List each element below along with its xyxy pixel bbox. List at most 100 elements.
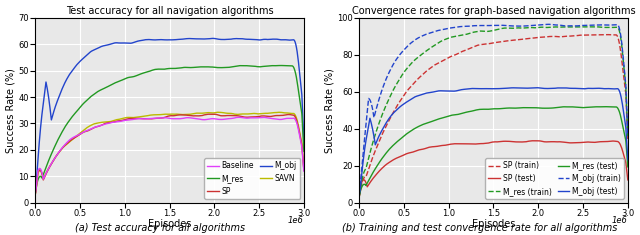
M_res [200,66,208,68]
M_res [227,66,234,69]
SP (train) [388,114,396,117]
Line: M_res (train): M_res (train) [359,27,628,195]
Text: 1e6: 1e6 [288,216,304,225]
M_res (test) [461,111,469,114]
Line: M_res (test): M_res (test) [359,107,628,197]
M_obj [300,140,308,143]
M_res (test) [443,115,451,118]
M_obj [31,191,39,194]
SP [200,114,208,116]
M_obj (train) [551,24,559,26]
M_obj (train) [545,23,553,26]
SP [31,193,39,196]
M_obj (train) [550,23,557,26]
SP (test) [388,160,396,162]
SP (train) [443,57,451,60]
SP (train) [461,49,469,52]
Title: Convergence rates for graph-based navigation algorithms: Convergence rates for graph-based naviga… [351,6,636,16]
SP (test) [550,140,557,143]
Text: 1e6: 1e6 [612,216,628,225]
X-axis label: Episodes: Episodes [472,219,515,229]
M_obj [200,38,208,40]
Line: M_obj (test): M_obj (test) [359,88,628,195]
M_obj [64,76,72,79]
Line: Baseline: Baseline [35,117,304,195]
M_res (train) [461,33,469,36]
SP (test) [461,142,469,145]
M_obj (train) [355,192,363,195]
M_obj (train) [461,25,469,28]
M_obj (train) [624,134,632,137]
Line: SAVN: SAVN [35,112,304,195]
SAVN [300,168,308,170]
M_obj (train) [524,24,532,27]
M_res (train) [591,25,599,28]
M_res [225,66,233,69]
SP (train) [549,35,557,38]
SP (train) [624,139,632,141]
M_res (test) [388,146,396,149]
M_obj [227,38,235,41]
M_res (train) [524,26,532,29]
M_obj [209,37,217,40]
SP (test) [551,140,559,143]
SP [300,169,308,172]
Y-axis label: Success Rate (%): Success Rate (%) [324,68,334,153]
M_res (train) [388,92,396,95]
M_obj (test) [388,114,396,117]
SP (train) [602,33,610,36]
Y-axis label: Success Rate (%): Success Rate (%) [6,68,15,153]
SAVN [64,142,72,145]
Line: M_res: M_res [35,66,304,194]
Baseline [227,117,234,120]
M_res (test) [524,106,532,109]
M_obj [138,39,145,42]
SAVN [214,111,221,114]
SP [226,114,234,117]
M_res (train) [443,37,451,40]
M_obj (test) [533,86,541,89]
M_res (train) [549,26,557,28]
SP (test) [624,179,632,181]
SAVN [200,112,208,114]
SP [204,113,212,116]
Baseline [64,141,72,143]
M_res (test) [549,106,557,109]
M_obj (test) [550,87,557,90]
SAVN [226,112,234,115]
Baseline [138,118,145,120]
M_res (train) [550,26,558,28]
M_res (test) [601,105,609,108]
Baseline [300,170,308,172]
Line: SP: SP [35,114,304,195]
Baseline [225,117,233,120]
M_obj (test) [355,194,363,197]
Line: SP (train): SP (train) [359,35,628,196]
Legend: SP (train), SP (test), M_res (train), M_res (test), M_obj (train), M_obj (test): SP (train), SP (test), M_res (train), M_… [485,158,624,199]
Text: (a) Test accuracy for all algorithms: (a) Test accuracy for all algorithms [75,223,245,233]
M_res [138,72,145,75]
M_res (train) [355,194,363,197]
SP [227,114,235,117]
SP (test) [355,196,363,199]
Legend: Baseline, M_res, SP, M_obj, SAVN: Baseline, M_res, SP, M_obj, SAVN [204,158,300,199]
M_obj (test) [624,158,632,161]
M_obj [226,38,234,41]
Baseline [236,116,243,119]
M_obj (test) [461,88,469,90]
M_res [300,150,308,153]
M_obj (train) [443,27,451,30]
M_res [64,122,72,125]
M_res (train) [624,136,632,138]
SP (train) [355,194,363,197]
M_obj (test) [443,90,451,92]
M_obj (train) [388,66,396,69]
M_obj (test) [524,87,532,90]
M_res (test) [550,106,558,109]
SP [138,117,145,120]
SP (test) [524,140,532,143]
M_res [31,193,39,196]
SP (test) [529,139,536,142]
Baseline [200,118,208,121]
SAVN [119,117,127,120]
